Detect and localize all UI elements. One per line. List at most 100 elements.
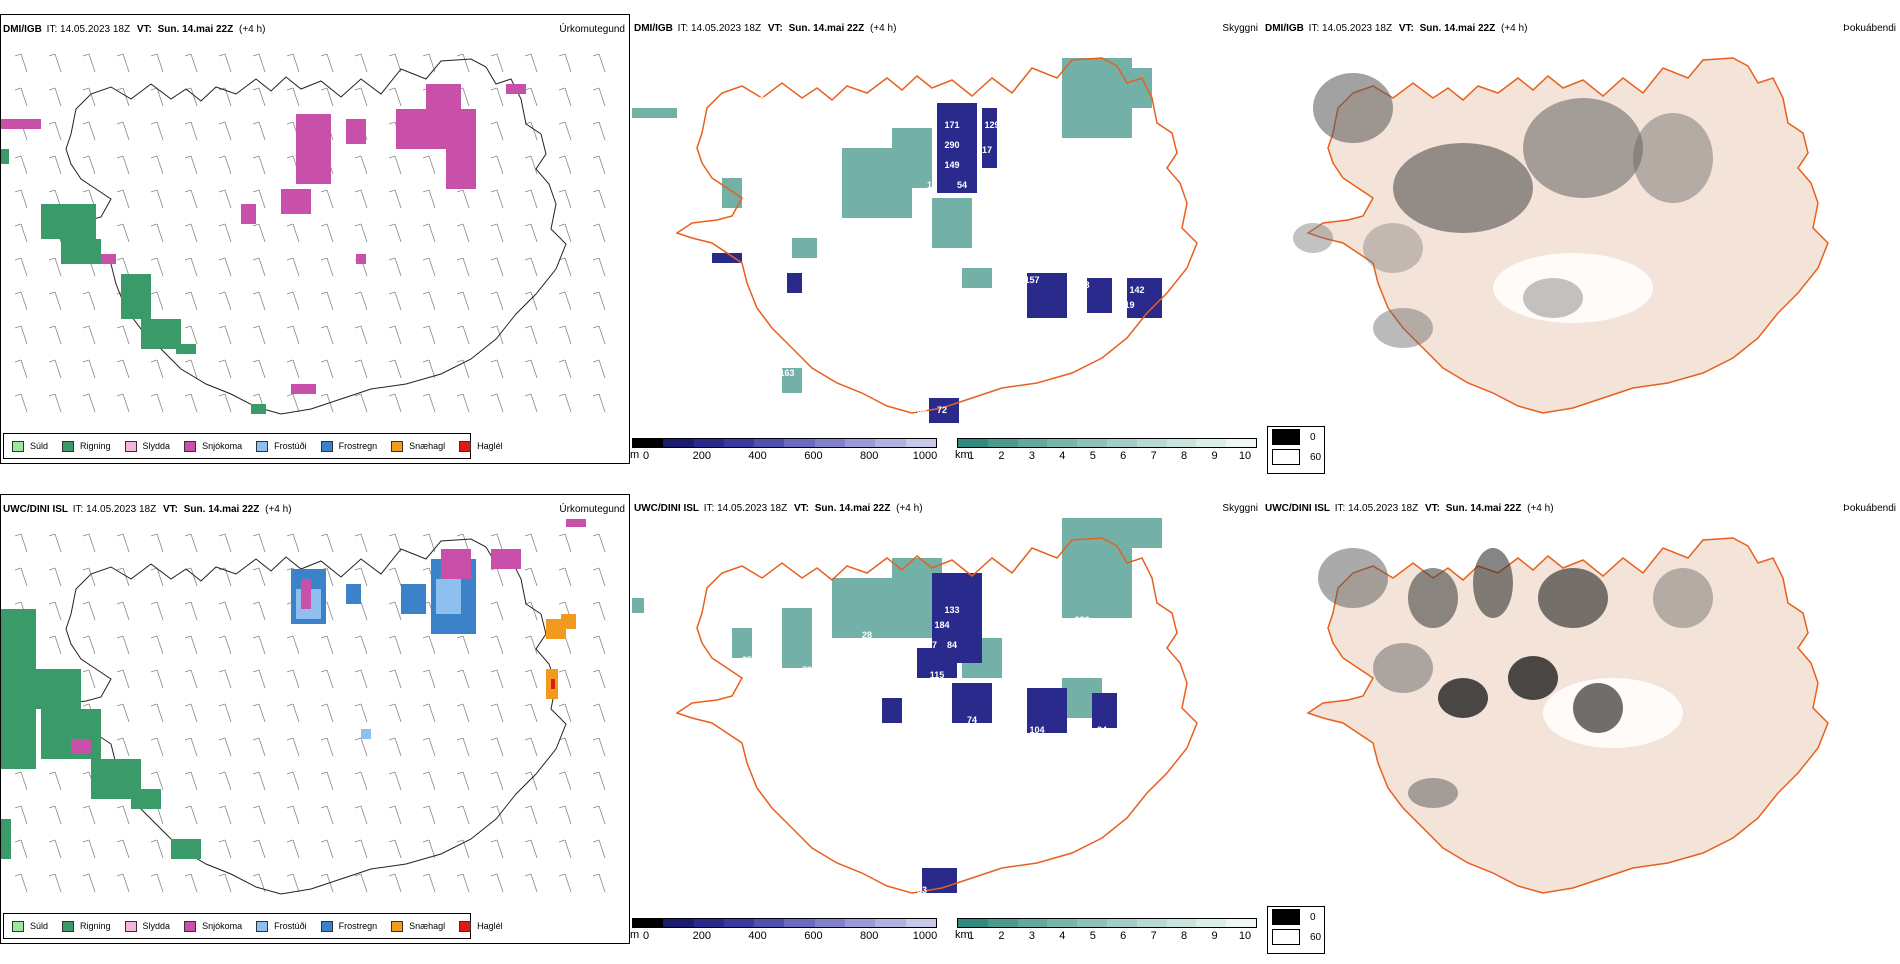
visibility-m-colorbar: 0 200 400 600 800 1000 m [630, 918, 937, 944]
fog-swatch-black [1272, 429, 1300, 445]
precip-type-map [1, 519, 606, 895]
fog-legend-label: 60 [1310, 451, 1322, 463]
colorbar-cell [1226, 439, 1256, 447]
legend-label: Slydda [142, 921, 171, 931]
visibility-value-label: 177 [1024, 125, 1039, 135]
legend-label: Snæhagl [409, 921, 446, 931]
visibility-value-label: 171 [944, 120, 959, 130]
issue-time-label: IT: [677, 23, 689, 34]
legend-item: Frostúði [256, 920, 307, 932]
lead-time: (+4 h) [870, 23, 897, 34]
panel-visibility-uwc: UWC/DINI ISL IT: 14.05.2023 18Z VT: Sun.… [630, 494, 1262, 964]
legend-swatch [320, 920, 333, 932]
legend-label: Rigning [80, 921, 111, 931]
issue-time-label: IT: [1308, 23, 1320, 34]
legend-swatch [184, 440, 197, 452]
legend-label: Snjókoma [202, 441, 243, 451]
model-name: UWC/DINI ISL [634, 503, 699, 514]
colorbar-tick: 600 [804, 450, 823, 462]
visibility-value-label: 286 [1074, 615, 1089, 625]
issue-time-label: IT: [46, 24, 58, 35]
visibility-value-label: 52 [767, 215, 777, 225]
colorbar-cell [845, 919, 876, 927]
colorbar-tick: 8 [1181, 930, 1188, 942]
legend-item: Slydda [124, 920, 171, 932]
colorbar-tick: 600 [804, 930, 823, 942]
panel-header: DMI/IGB IT: 14.05.2023 18Z VT: Sun. 14.m… [1265, 22, 1898, 36]
colorbar-cell [987, 439, 1018, 447]
colorbar-cell [693, 439, 724, 447]
legend-swatch [12, 920, 24, 932]
visibility-value-label: 157 [1024, 275, 1039, 285]
fog-legend-label: 60 [1310, 931, 1322, 943]
issue-time: 14.05.2023 18Z [60, 24, 131, 35]
visibility-value-label: 89 [917, 408, 927, 418]
legend-item: Snjókoma [184, 920, 242, 932]
colorbar-cell [1047, 919, 1078, 927]
lead-time: (+4 h) [896, 503, 923, 514]
legend-swatch [62, 440, 75, 452]
visibility-value-label: 54 [957, 180, 967, 190]
visibility-value-label: 142 [1129, 285, 1144, 295]
colorbar-tick: 7 [1150, 450, 1157, 462]
legend-swatch [184, 920, 197, 932]
visibility-value-label: 46 [737, 160, 747, 170]
valid-time: Sun. 14.mai 22Z [183, 504, 260, 515]
visibility-value-label: 63 [917, 885, 927, 895]
panel-precip-type-uwc: UWC/DINI ISL IT: 14.05.2023 18Z VT: Sun.… [0, 494, 630, 944]
colorbar-tick: 2 [998, 450, 1005, 462]
colorbar-cell [1106, 919, 1137, 927]
colorbar-cell [875, 919, 906, 927]
colorbar-cell [1077, 919, 1107, 927]
rain-area [1, 149, 266, 414]
issue-time: 14.05.2023 18Z [1348, 503, 1419, 514]
wind-barbs [14, 53, 606, 413]
legend-item: Frostúði [256, 440, 307, 452]
variable-name: Skyggni [1222, 503, 1258, 514]
visibility-value-label: 133 [944, 605, 959, 615]
legend-label: Frostúði [274, 441, 307, 451]
valid-time-label: VT: [793, 503, 809, 514]
visibility-value-label: 290 [944, 140, 959, 150]
visibility-value-label: 128 [1074, 280, 1089, 290]
colorbar-cell [663, 919, 694, 927]
colorbar-tick: 0 [642, 930, 650, 942]
model-name: DMI/IGB [634, 23, 673, 34]
colorbar-cell [1047, 439, 1078, 447]
legend-swatch [12, 440, 24, 452]
fog-legend-row: 60 [1272, 927, 1324, 947]
visibility-value-label: 15 [927, 180, 937, 190]
issue-time: 14.05.2023 18Z [691, 23, 762, 34]
colorbar-tick: 3 [1028, 450, 1035, 462]
visibility-km-area [632, 58, 1152, 393]
valid-time: Sun. 14.mai 22Z [157, 24, 234, 35]
legend-item: Snæhagl [391, 440, 445, 452]
legend-item: Frostregn [320, 920, 378, 932]
fog-legend-row: 0 [1272, 427, 1324, 447]
colorbar-tick: 800 [860, 930, 879, 942]
colorbar-cell [633, 439, 664, 447]
fog-swatch-white [1272, 449, 1300, 465]
colorbar-cell [1106, 439, 1137, 447]
colorbar-cell [1226, 919, 1256, 927]
valid-time: Sun. 14.mai 22Z [1419, 23, 1496, 34]
visibility-labels: 208 362 46 240 30 52 7 171 290 149 15 54 20 129 17 160 1… [737, 95, 1145, 418]
variable-name: Skyggni [1222, 23, 1258, 34]
legend-label: Frostregn [338, 921, 378, 931]
legend-item: Haglél [459, 920, 503, 932]
issue-time-label: IT: [1334, 503, 1346, 514]
colorbar-tick: 2 [998, 930, 1005, 942]
valid-time: Sun. 14.mai 22Z [788, 23, 865, 34]
legend-swatch [124, 440, 137, 452]
colorbar-tick: 10 [1238, 450, 1252, 462]
legend-item: Súld [12, 440, 48, 452]
legend-label: Súld [30, 921, 49, 931]
visibility-value-label: 129 [984, 120, 999, 130]
colorbar-tick: 8 [1181, 450, 1188, 462]
unit-m: m [630, 449, 640, 461]
legend-swatch [391, 920, 404, 932]
visibility-value-label: 37 [927, 640, 937, 650]
visibility-value-label: 184 [934, 620, 949, 630]
colorbar-tick: 9 [1211, 930, 1218, 942]
precip-type-legend: Súld Rigning Slydda Snjókoma Frostúði Frostre… [3, 433, 503, 459]
